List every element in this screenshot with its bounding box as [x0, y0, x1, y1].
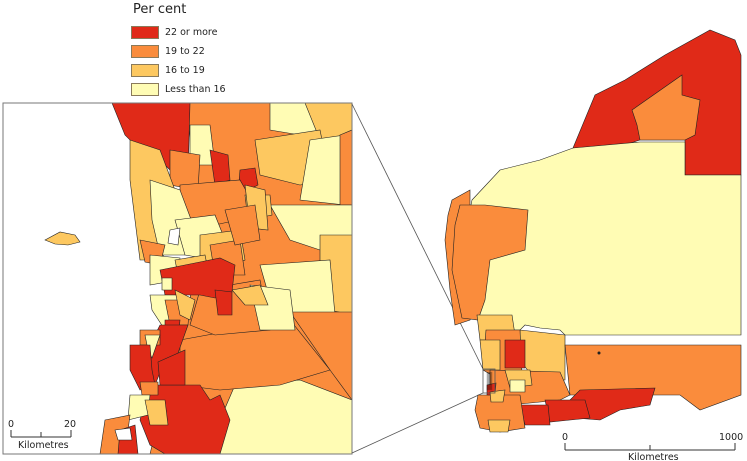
legend-swatch: [131, 82, 159, 96]
main-scale-bar: 0 1000 Kilometres: [562, 432, 743, 461]
inset-scale-end: 20: [64, 419, 76, 430]
legend-title: Per cent: [133, 2, 187, 17]
legend-item: 19 to 22: [131, 42, 226, 60]
legend: Per cent 22 or more 19 to 22 16 to 19 Le…: [131, 0, 226, 99]
legend-label: 19 to 22: [165, 45, 205, 57]
legend-swatch: [131, 63, 159, 77]
main-scale-end: 1000: [719, 432, 743, 443]
main-map: [444, 29, 742, 433]
inset-map: 0 20 Kilometres: [2, 102, 353, 455]
main-scale-start: 0: [562, 432, 568, 443]
inset-scale-unit: Kilometres: [18, 440, 69, 451]
main-scale-unit: Kilometres: [628, 452, 679, 461]
legend-swatch: [131, 25, 159, 39]
legend-label: 16 to 19: [165, 64, 205, 76]
inset-scale-bar: 0 20 Kilometres: [8, 419, 76, 451]
legend-item: Less than 16: [131, 80, 226, 98]
inset-locator-box: [482, 368, 496, 394]
legend-swatch: [131, 44, 159, 58]
legend-item: 16 to 19: [131, 61, 226, 79]
legend-item: 22 or more: [131, 23, 226, 41]
inset-scale-start: 0: [8, 419, 14, 430]
legend-label: 22 or more: [165, 26, 218, 38]
legend-label: Less than 16: [165, 83, 226, 95]
inset-connector-lines: [351, 103, 484, 454]
